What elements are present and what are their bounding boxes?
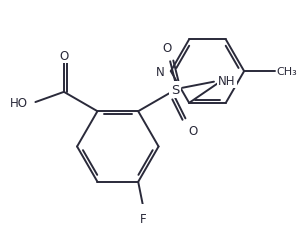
Text: N: N: [156, 65, 165, 78]
Text: O: O: [188, 125, 197, 138]
Text: S: S: [171, 84, 179, 97]
Text: CH₃: CH₃: [277, 67, 297, 77]
Text: HO: HO: [10, 96, 28, 109]
Text: O: O: [59, 50, 69, 63]
Text: F: F: [140, 213, 147, 225]
Text: NH: NH: [218, 75, 235, 88]
Text: O: O: [162, 42, 172, 55]
